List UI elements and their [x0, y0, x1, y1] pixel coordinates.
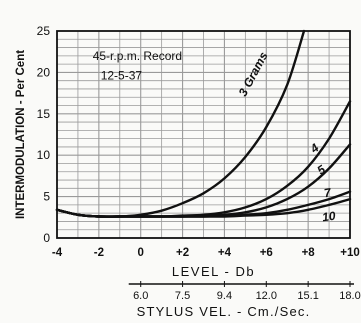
y-tick-label: 10: [37, 148, 51, 162]
secondary-tick-label: 9.4: [217, 290, 232, 302]
series-label: 10: [321, 209, 336, 225]
secondary-tick-label: 15.1: [297, 290, 318, 302]
grid: [57, 31, 350, 238]
x-tick-label: +2: [176, 247, 189, 259]
x-tick-label: 0: [138, 247, 144, 259]
secondary-tick-label: 6.0: [133, 290, 148, 302]
secondary-tick-label: 12.0: [256, 290, 277, 302]
series-label: 3 Grams: [236, 49, 271, 98]
secondary-axis-label: STYLUS VEL. - Cm./Sec.: [137, 304, 311, 319]
y-tick-label: 15: [37, 107, 51, 121]
record-annotation: 45-r.p.m. Record: [93, 49, 182, 63]
secondary-tick-label: 18.0: [339, 290, 360, 302]
date-annotation: 12-5-37: [101, 69, 143, 83]
plot-frame: [56, 30, 351, 239]
y-tick-label: 25: [37, 24, 51, 38]
labels: 0 5 10 15 20 25 -4 -2 0 +2 +4 +6 +8 +10 LEVEL - Db 6.0 7…: [15, 24, 361, 319]
x-tick-label: -4: [52, 247, 63, 259]
x-tick-label: +6: [260, 247, 273, 259]
y-tick-label: 20: [37, 65, 51, 79]
y-axis-label: INTERMODULATION - Per Cent: [15, 50, 27, 219]
series-lines: [55, 29, 352, 218]
x-axis-label: LEVEL - Db: [172, 264, 255, 279]
y-tick-label: 5: [43, 190, 50, 204]
series-line-5: [55, 197, 352, 218]
x-tick-label: +10: [340, 247, 360, 259]
axes: [56, 30, 354, 287]
series-label: 7: [323, 185, 333, 200]
y-tick-label: 0: [43, 231, 50, 245]
x-tick-label: -2: [94, 247, 104, 259]
x-tick-label: +4: [218, 247, 232, 259]
x-tick-label: +8: [302, 247, 316, 259]
secondary-tick-label: 7.5: [175, 290, 190, 302]
